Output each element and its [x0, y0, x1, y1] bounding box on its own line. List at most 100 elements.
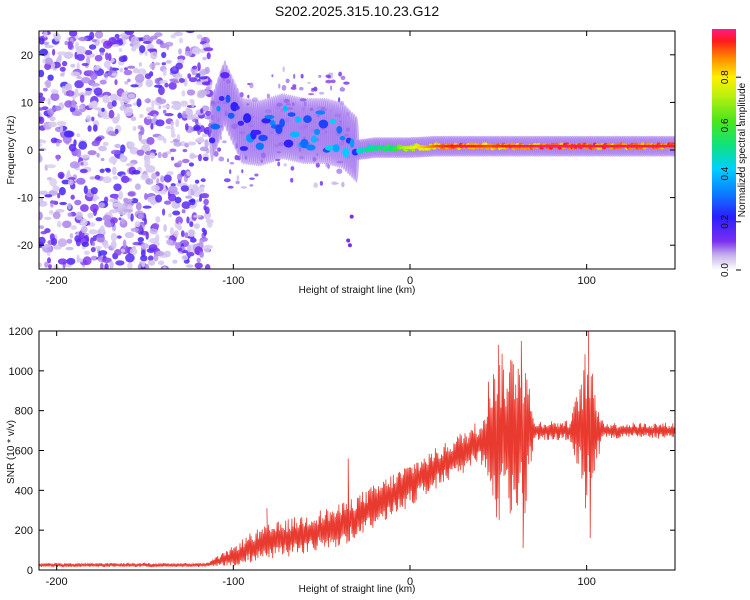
noise-blob [70, 63, 76, 68]
band-core [279, 118, 285, 128]
noise-blob [203, 205, 207, 211]
colorbar-gradient [712, 29, 736, 270]
noise-blob [128, 141, 135, 148]
noise-blob [85, 115, 92, 123]
noise-blob [76, 76, 83, 79]
noise-blob [67, 41, 74, 50]
band-core [269, 120, 276, 126]
noise-blob [134, 74, 145, 83]
noise-blob [173, 141, 182, 147]
noise-blob [140, 249, 146, 257]
noise-blob [172, 259, 178, 264]
noise-blob [199, 239, 204, 248]
colorbar-tick-label: 0.2 [720, 214, 731, 228]
noise-blob [195, 199, 201, 203]
noise-blob [67, 202, 72, 210]
noise-blob [123, 209, 133, 213]
noise-blob [185, 107, 191, 115]
noise-blob [174, 196, 182, 204]
noise-blob [76, 148, 82, 158]
colorbar-tick-label: 0.0 [720, 263, 731, 277]
noise-blob [75, 211, 83, 221]
noise-blob [47, 74, 54, 81]
noise-blob [175, 216, 183, 225]
noise-blob [115, 260, 125, 266]
noise-blob [136, 98, 142, 108]
noise-blob [81, 241, 89, 247]
noise-blob [98, 145, 107, 152]
noise-blob [71, 111, 82, 116]
colorbar-tick-label: 0.6 [720, 118, 731, 132]
noise-blob [153, 113, 157, 119]
noise-blob [74, 199, 82, 206]
band-core [287, 112, 296, 117]
noise-blob [39, 211, 43, 221]
noise-blob [168, 82, 177, 90]
noise-blob [117, 96, 122, 101]
noise-blob [50, 89, 59, 94]
noise-blob [120, 248, 126, 253]
noise-blob [39, 190, 48, 195]
noise-blob [189, 198, 196, 206]
y-tick-label: 0 [27, 145, 33, 157]
noise-blob [119, 67, 124, 73]
noise-blob [135, 202, 142, 211]
noise-blob [57, 258, 68, 265]
noise-blob [144, 158, 151, 167]
band-core [237, 120, 244, 126]
noise-blob [140, 126, 145, 136]
noise-blob [80, 162, 84, 166]
noise-blob [39, 107, 44, 111]
band-core [243, 113, 252, 124]
noise-blob [98, 250, 108, 256]
band-core [336, 126, 343, 134]
y-tick-label: 800 [15, 406, 33, 418]
noise-blob [52, 185, 60, 192]
noise-blob [65, 246, 74, 251]
noise-blob [196, 34, 203, 40]
noise-blob [145, 178, 154, 185]
band-core [289, 131, 300, 138]
noise-blob [150, 50, 158, 60]
x-tick-label: -200 [46, 576, 68, 588]
noise-blob [168, 193, 177, 202]
noise-blob [63, 130, 74, 138]
noise-blob [140, 243, 149, 249]
noise-blob [150, 123, 154, 130]
noise-blob [340, 75, 346, 80]
noise-blob [186, 216, 190, 224]
band-core [300, 138, 309, 149]
noise-blob [187, 73, 192, 79]
noise-blob [164, 200, 172, 205]
noise-blob [50, 237, 58, 246]
noise-blob [96, 234, 105, 243]
noise-blob [236, 175, 240, 181]
noise-blob [218, 156, 225, 162]
noise-blob [39, 139, 44, 144]
noise-blob [307, 81, 311, 84]
noise-blob [240, 186, 247, 189]
noise-blob [142, 41, 152, 44]
noise-blob [122, 239, 127, 249]
noise-blob [39, 112, 42, 117]
noise-blob [182, 158, 190, 164]
noise-blob [300, 73, 304, 79]
noise-blob [91, 39, 97, 43]
noise-blob [185, 264, 194, 268]
noise-blob [137, 213, 144, 220]
noise-blob [134, 183, 141, 190]
noise-blob [229, 169, 232, 175]
noise-blob [47, 257, 51, 264]
noise-blob [229, 162, 235, 165]
band-core [261, 118, 272, 124]
spectrogram-x-ticks: -200 -100 0 100 [46, 31, 596, 287]
noise-blob [49, 178, 57, 187]
noise-blob [193, 223, 200, 230]
y-tick-label: 0 [27, 565, 33, 577]
noise-blob [147, 48, 157, 52]
noise-blob [123, 69, 133, 76]
noise-blob [149, 228, 158, 235]
noise-blob [227, 185, 234, 189]
noise-blob [196, 73, 201, 78]
